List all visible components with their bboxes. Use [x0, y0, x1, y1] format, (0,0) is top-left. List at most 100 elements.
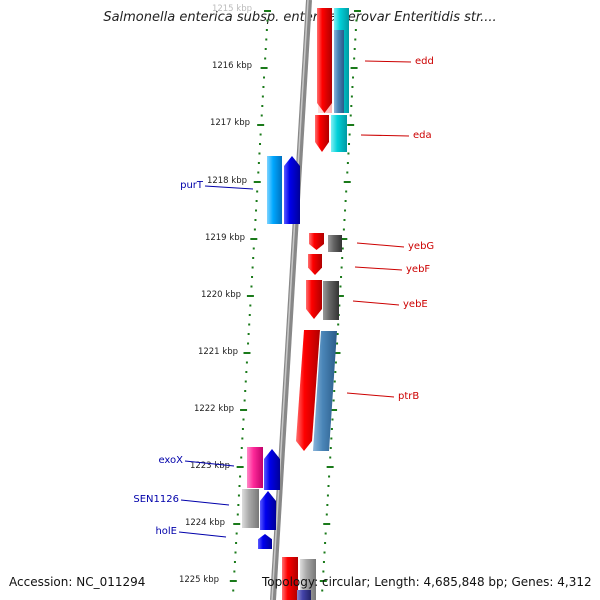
- tick-mark: [251, 276, 254, 278]
- tick-mark: [348, 143, 351, 145]
- tick-mark: [340, 276, 343, 278]
- gene-label-eda[interactable]: eda: [413, 130, 432, 141]
- tick-mark: [354, 10, 361, 12]
- tick-mark: [260, 114, 263, 117]
- tick-mark: [328, 475, 331, 478]
- label-leader-line: [184, 460, 235, 467]
- gene-SEN1126: [260, 491, 276, 530]
- tick-mark: [233, 561, 236, 563]
- gene-block: [334, 30, 344, 113]
- tick-mark: [333, 380, 336, 383]
- gene-block: [313, 331, 337, 451]
- gene-block: [331, 115, 347, 152]
- tick-mark: [240, 409, 248, 411]
- tick-mark: [337, 323, 340, 326]
- tick-mark: [326, 504, 329, 506]
- gene-label-yebE[interactable]: yebE: [403, 299, 428, 310]
- tick-mark: [249, 304, 252, 307]
- tick-mark: [259, 133, 262, 136]
- tick-mark: [264, 10, 271, 12]
- tick-mark: [233, 570, 236, 573]
- tick-mark: [353, 48, 356, 50]
- gene-block: [242, 489, 259, 528]
- tick-mark: [331, 418, 334, 421]
- gene-holE: [258, 534, 272, 549]
- tick-mark: [263, 76, 266, 79]
- gene-label-purT[interactable]: purT: [180, 180, 204, 191]
- gene-label-exoX[interactable]: exoX: [158, 455, 183, 466]
- tick-mark: [324, 542, 327, 544]
- tick-mark: [344, 200, 347, 202]
- map-title: Salmonella enterica subsp. enterica sero…: [103, 10, 497, 25]
- tick-mark: [236, 513, 239, 516]
- tick-mark: [257, 162, 260, 164]
- tick-mark: [329, 447, 332, 449]
- tick-mark: [323, 551, 326, 554]
- genome-backbone: [270, 0, 312, 600]
- gene-label-yebG[interactable]: yebG: [408, 241, 434, 252]
- tick-mark: [344, 209, 347, 212]
- tick-mark: [255, 200, 258, 202]
- tick-label: 1219 kbp: [205, 233, 245, 243]
- tick-mark: [350, 67, 358, 69]
- label-leader-line: [346, 392, 395, 398]
- gene-label-holE[interactable]: holE: [155, 526, 177, 537]
- tick-mark: [333, 352, 341, 354]
- tick-mark: [252, 247, 255, 250]
- tick-mark: [340, 266, 343, 269]
- genome-summary-text: Topology: circular; Length: 4,685,848 bp…: [262, 575, 592, 589]
- gene-block: [297, 590, 311, 600]
- tick-mark: [246, 295, 254, 297]
- tick-mark: [319, 580, 327, 582]
- tick-mark: [327, 485, 330, 487]
- tick-mark: [343, 219, 346, 221]
- tick-mark: [323, 523, 331, 525]
- gene-labels: edd eda purT yebG yebF yebE ptrB exoX SEN1126 hol…: [133, 56, 434, 538]
- tick-mark: [251, 266, 254, 269]
- tick-mark: [250, 238, 258, 240]
- tick-mark: [229, 580, 237, 582]
- gene-block: [300, 559, 316, 600]
- tick-mark: [254, 219, 257, 221]
- tick-mark: [266, 19, 269, 22]
- tick-mark: [352, 76, 355, 79]
- tick-mark: [252, 257, 255, 259]
- tick-mark: [347, 124, 355, 126]
- tick-mark: [346, 171, 349, 174]
- tick-mark: [264, 57, 267, 60]
- tick-mark: [341, 257, 344, 259]
- tick-mark: [250, 285, 253, 288]
- tick-mark: [247, 333, 250, 335]
- tick-mark: [341, 247, 344, 250]
- gene-label-edd[interactable]: edd: [415, 56, 434, 67]
- label-leader-line: [178, 531, 227, 538]
- tick-mark: [242, 418, 245, 421]
- gene-block: [323, 281, 339, 320]
- tick-mark: [243, 352, 251, 354]
- tick-label: 1218 kbp: [207, 176, 247, 186]
- tick-mark: [340, 238, 348, 240]
- gene-label-yebF[interactable]: yebF: [406, 264, 430, 275]
- tick-mark: [351, 86, 354, 88]
- tick-marks-right: [319, 10, 361, 592]
- tick-marks-left: [229, 10, 271, 592]
- tick-mark: [261, 105, 264, 107]
- tick-mark: [234, 551, 237, 554]
- tick-label: 1220 kbp: [201, 290, 241, 300]
- gene-label-ptrB[interactable]: ptrB: [398, 391, 419, 402]
- tick-mark: [239, 475, 242, 478]
- label-leader-line: [364, 60, 412, 63]
- tick-mark: [338, 304, 341, 307]
- tick-mark: [324, 532, 327, 535]
- tick-mark: [355, 19, 358, 22]
- tick-mark: [241, 437, 244, 440]
- tick-mark: [343, 181, 351, 183]
- gene-label-SEN1126[interactable]: SEN1126: [133, 494, 179, 505]
- tick-mark: [258, 152, 261, 155]
- tick-label: 1222 kbp: [194, 404, 234, 414]
- tick-mark: [334, 361, 337, 364]
- tick-mark: [253, 228, 256, 231]
- gene-ptrB: [296, 330, 320, 451]
- tick-mark: [350, 105, 353, 107]
